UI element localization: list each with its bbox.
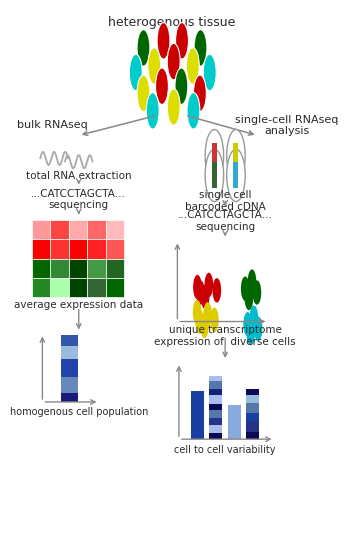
Bar: [191, 391, 204, 439]
Bar: [32, 258, 50, 278]
Ellipse shape: [246, 321, 255, 345]
Ellipse shape: [193, 275, 202, 299]
Bar: [246, 403, 259, 414]
Bar: [212, 142, 217, 169]
Bar: [209, 395, 222, 404]
Bar: [209, 425, 222, 433]
Ellipse shape: [186, 48, 199, 84]
Bar: [212, 162, 217, 189]
Ellipse shape: [245, 286, 253, 310]
Ellipse shape: [175, 68, 188, 104]
Bar: [234, 162, 238, 189]
Bar: [87, 221, 106, 239]
Ellipse shape: [201, 285, 209, 309]
Bar: [209, 381, 222, 389]
Bar: [209, 433, 222, 439]
Ellipse shape: [146, 92, 159, 129]
Bar: [209, 389, 222, 395]
Text: cell to cell variability: cell to cell variability: [175, 444, 276, 455]
Bar: [69, 278, 87, 297]
Text: average expression data: average expression data: [14, 300, 143, 310]
Ellipse shape: [248, 270, 256, 294]
Text: total RNA extraction: total RNA extraction: [26, 171, 131, 181]
Bar: [246, 395, 259, 403]
Text: heterogenous tissue: heterogenous tissue: [108, 16, 235, 29]
Bar: [61, 359, 78, 377]
Ellipse shape: [210, 307, 219, 332]
Bar: [106, 278, 124, 297]
Bar: [87, 258, 106, 278]
Ellipse shape: [193, 300, 201, 324]
Ellipse shape: [200, 314, 209, 338]
Bar: [61, 377, 78, 393]
Ellipse shape: [253, 280, 261, 305]
Bar: [50, 239, 69, 258]
Text: bulk RNAseq: bulk RNAseq: [17, 119, 88, 129]
Text: ...CATCCTAGCTA...
sequencing: ...CATCCTAGCTA... sequencing: [178, 211, 273, 232]
Bar: [246, 414, 259, 422]
Bar: [69, 239, 87, 258]
Ellipse shape: [243, 312, 252, 337]
Bar: [209, 404, 222, 410]
Bar: [50, 258, 69, 278]
Ellipse shape: [195, 309, 204, 334]
Ellipse shape: [148, 48, 161, 84]
Ellipse shape: [194, 30, 207, 66]
Bar: [228, 405, 240, 439]
Text: unique transcriptome
expression of  diverse cells: unique transcriptome expression of diver…: [154, 326, 296, 347]
Ellipse shape: [187, 92, 200, 129]
Bar: [246, 422, 259, 432]
Ellipse shape: [213, 278, 221, 303]
Ellipse shape: [167, 43, 180, 80]
Text: single cell
barcoded cDNA: single cell barcoded cDNA: [185, 190, 266, 212]
Text: homogenous cell population: homogenous cell population: [10, 408, 148, 417]
Bar: [32, 239, 50, 258]
Ellipse shape: [137, 75, 150, 112]
Bar: [69, 258, 87, 278]
Ellipse shape: [196, 280, 205, 305]
Ellipse shape: [249, 305, 258, 330]
Ellipse shape: [157, 23, 170, 59]
Ellipse shape: [156, 68, 168, 104]
Bar: [209, 410, 222, 419]
Ellipse shape: [227, 130, 245, 182]
Text: single-cell RNAseq
analysis: single-cell RNAseq analysis: [235, 115, 338, 136]
Bar: [87, 239, 106, 258]
Ellipse shape: [241, 277, 249, 301]
Ellipse shape: [129, 54, 142, 91]
Bar: [87, 278, 106, 297]
Bar: [106, 221, 124, 239]
Ellipse shape: [194, 75, 206, 112]
Ellipse shape: [137, 30, 150, 66]
Bar: [246, 432, 259, 439]
Bar: [61, 335, 78, 346]
Ellipse shape: [203, 54, 216, 91]
Ellipse shape: [205, 130, 224, 182]
Bar: [209, 376, 222, 381]
Bar: [61, 346, 78, 359]
Bar: [106, 258, 124, 278]
Bar: [246, 389, 259, 395]
Ellipse shape: [254, 316, 263, 341]
Bar: [209, 419, 222, 425]
Bar: [50, 221, 69, 239]
Ellipse shape: [205, 273, 213, 297]
Text: ...CATCCTAGCTA...
sequencing: ...CATCCTAGCTA... sequencing: [31, 189, 126, 210]
Ellipse shape: [176, 23, 188, 59]
Bar: [32, 278, 50, 297]
Bar: [234, 142, 238, 169]
Bar: [32, 221, 50, 239]
Bar: [61, 393, 78, 402]
Ellipse shape: [205, 149, 224, 202]
Ellipse shape: [227, 149, 245, 202]
Bar: [69, 221, 87, 239]
Ellipse shape: [203, 302, 212, 327]
Ellipse shape: [167, 89, 180, 125]
Bar: [50, 278, 69, 297]
Bar: [106, 239, 124, 258]
